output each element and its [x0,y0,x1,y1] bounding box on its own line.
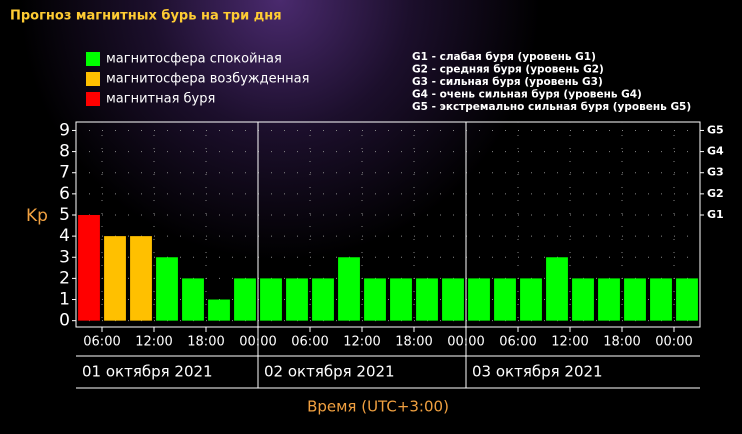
x-tick-label: 00:00 [239,335,276,350]
bar [208,299,230,321]
x-tick-label: 18:00 [187,335,224,350]
bar [286,278,308,321]
bar [234,278,256,321]
bar [468,278,490,321]
x-tick-label: 12:00 [135,335,172,350]
bar [442,278,464,321]
storm-scale-note: G3 - сильная буря (уровень G3) [412,76,603,88]
storm-scale-note: G1 - слабая буря (уровень G1) [412,51,596,63]
y2-tick-label: G1 [707,208,724,221]
bar [624,278,646,321]
day-label: 01 октября 2021 [82,363,213,381]
x-tick-label: 06:00 [83,335,120,350]
legend-swatch [86,52,100,66]
bar [182,278,204,321]
day-label: 02 октября 2021 [264,363,395,381]
day-label: 03 октября 2021 [472,363,603,381]
x-tick-label: 00:00 [447,335,484,350]
x-axis-label: Время (UTC+3:00) [307,398,449,416]
bar [650,278,672,321]
y-tick-label: 6 [59,184,70,204]
y-tick-label: 1 [59,290,70,310]
bar [546,257,568,321]
bar [130,236,152,321]
y-tick-label: 0 [59,311,70,331]
x-tick-label: 12:00 [343,335,380,350]
x-tick-label: 00:00 [655,335,692,350]
bar [364,278,386,321]
y2-tick-label: G2 [707,187,724,200]
bar [520,278,542,321]
x-tick-label: 18:00 [395,335,432,350]
chart-title: Прогноз магнитных бурь на три дня [10,9,282,24]
y2-tick-label: G3 [707,166,724,179]
y-tick-label: 4 [59,226,70,246]
legend-swatch [86,92,100,106]
bar [104,236,126,321]
legend-swatch [86,72,100,86]
bar [676,278,698,321]
y-tick-label: 2 [59,268,70,288]
storm-scale-note: G4 - очень сильная буря (уровень G4) [412,89,642,101]
bar [416,278,438,321]
x-tick-label: 06:00 [291,335,328,350]
bar [598,278,620,321]
bar [494,278,516,321]
x-tick-label: 18:00 [603,335,640,350]
bar [260,278,282,321]
y-tick-label: 7 [59,163,70,183]
bar [338,257,360,321]
plot-frame [75,121,701,328]
bar [390,278,412,321]
bar [312,278,334,321]
bar [156,257,178,321]
y-tick-label: 9 [59,120,70,140]
legend-label: магнитная буря [106,92,215,107]
storm-scale-note: G5 - экстремально сильная буря (уровень … [412,101,691,113]
y-tick-label: 8 [59,142,70,162]
bar [572,278,594,321]
legend-label: магнитосфера спокойная [106,52,282,67]
storm-scale-note: G2 - средняя буря (уровень G2) [412,64,604,76]
legend-label: магнитосфера возбужденная [106,72,309,87]
y-axis-label: Kp [26,206,48,226]
bar [78,214,100,321]
y2-tick-label: G5 [707,123,724,136]
y-tick-label: 5 [59,205,70,225]
x-tick-label: 12:00 [551,335,588,350]
y2-tick-label: G4 [707,145,724,158]
x-tick-label: 06:00 [499,335,536,350]
y-tick-label: 3 [59,247,70,267]
